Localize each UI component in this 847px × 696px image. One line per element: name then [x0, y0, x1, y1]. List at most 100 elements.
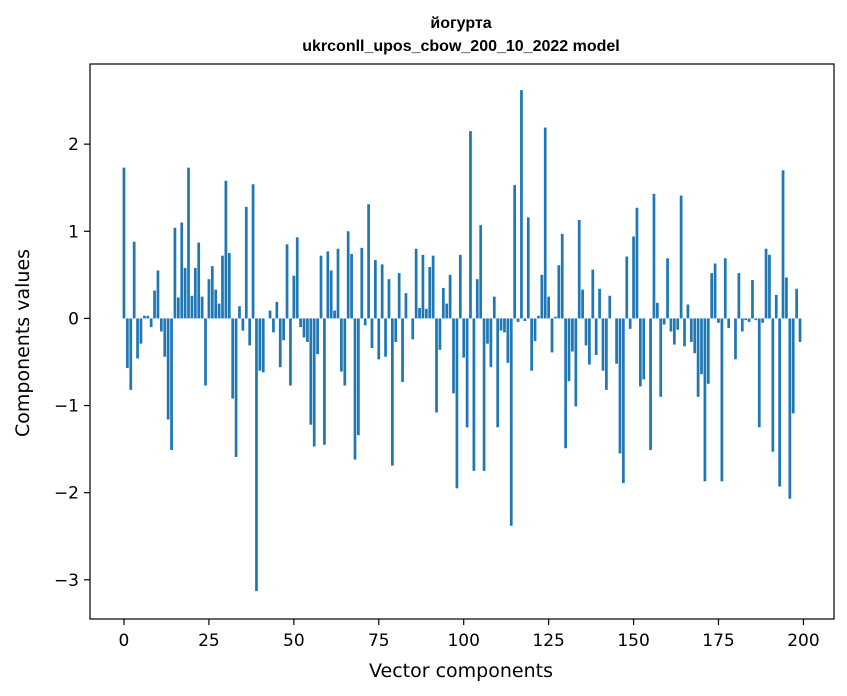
bar-188 [761, 318, 765, 323]
bar-189 [764, 248, 768, 319]
bar-60 [326, 251, 330, 319]
bar-162 [672, 318, 676, 345]
bar-192 [774, 294, 778, 319]
bar-112 [503, 318, 506, 333]
bar-173 [710, 273, 714, 319]
bar-133 [574, 318, 578, 407]
x-axis-label: Vector components [369, 660, 553, 682]
bar-185 [751, 280, 754, 319]
bar-126 [550, 318, 554, 353]
bar-129 [560, 233, 564, 319]
bar-46 [278, 318, 282, 368]
bar-199 [798, 318, 802, 342]
bar-115 [513, 185, 517, 319]
bar-198 [795, 288, 798, 319]
bar-41 [261, 318, 265, 373]
bar-33 [234, 318, 238, 457]
bar-52 [299, 318, 302, 328]
bar-75 [377, 318, 381, 360]
bar-180 [734, 318, 737, 360]
bar-124 [543, 127, 547, 319]
bar-54 [306, 318, 309, 342]
bar-7 [146, 315, 150, 319]
bar-152 [639, 318, 642, 387]
bar-49 [289, 318, 292, 386]
bar-58 [319, 255, 323, 319]
bar-21 [193, 267, 197, 319]
bar-74 [374, 260, 377, 319]
bar-184 [747, 318, 751, 322]
bar-166 [686, 304, 690, 319]
plot-frame [89, 63, 835, 620]
bar-122 [537, 315, 540, 319]
bar-63 [336, 248, 340, 319]
bar-134 [577, 219, 581, 319]
bar-48 [285, 244, 289, 319]
bar-160 [666, 258, 669, 319]
bar-61 [329, 270, 333, 319]
bar-121 [533, 318, 537, 342]
bar-26 [210, 266, 214, 319]
chart-title-line2: ukrconll_upos_cbow_200_10_2022 model [302, 38, 619, 55]
bar-103 [472, 318, 476, 471]
bar-110 [496, 318, 500, 428]
bar-1 [126, 318, 129, 369]
y-tick-label: 0 [68, 309, 79, 329]
bar-151 [635, 207, 639, 319]
bar-30 [224, 180, 228, 319]
bar-142 [605, 318, 608, 390]
bar-146 [618, 318, 622, 454]
bar-149 [628, 318, 632, 329]
y-tick-label: −3 [54, 571, 79, 591]
bar-132 [571, 318, 574, 352]
y-tick-label: 1 [68, 222, 79, 242]
bar-100 [462, 318, 466, 358]
bar-136 [584, 318, 588, 346]
bar-68 [353, 318, 357, 460]
bar-114 [509, 318, 513, 526]
x-tick-label: 175 [702, 631, 734, 651]
bar-25 [207, 279, 211, 319]
y-tick-label: 2 [68, 135, 79, 155]
bar-28 [217, 303, 221, 319]
bar-56 [312, 318, 316, 447]
bar-82 [401, 318, 404, 383]
x-tick-label: 150 [617, 631, 649, 651]
bar-174 [713, 263, 717, 319]
bar-27 [214, 289, 218, 319]
bar-9 [153, 290, 156, 319]
bar-170 [700, 318, 703, 375]
bar-32 [231, 318, 235, 399]
bar-62 [333, 310, 336, 319]
bar-83 [404, 293, 408, 319]
bar-91 [431, 255, 435, 319]
bar-158 [659, 318, 663, 397]
bar-20 [190, 295, 194, 319]
bar-153 [642, 318, 646, 380]
bar-51 [295, 237, 299, 319]
bar-76 [380, 264, 384, 319]
bar-141 [601, 318, 605, 371]
bar-143 [608, 295, 612, 319]
bar-69 [357, 318, 360, 436]
bar-88 [421, 254, 425, 319]
bar-15 [173, 227, 177, 319]
bar-17 [180, 222, 184, 319]
bar-109 [492, 296, 496, 319]
bar-39 [255, 318, 258, 592]
bar-102 [469, 131, 472, 319]
bar-164 [679, 195, 683, 319]
bar-123 [540, 274, 544, 319]
bar-87 [418, 307, 421, 319]
y-axis-label: Components values [12, 249, 34, 437]
bar-168 [693, 318, 697, 354]
x-axis-ticks: 0 25 50 75 100 125 150 175 200 [119, 619, 820, 651]
bar-95 [445, 303, 449, 319]
bar-36 [244, 206, 248, 319]
bar-183 [744, 318, 748, 321]
bar-131 [567, 318, 571, 382]
bar-150 [632, 236, 635, 319]
bar-77 [384, 318, 387, 357]
bar-118 [523, 318, 527, 322]
